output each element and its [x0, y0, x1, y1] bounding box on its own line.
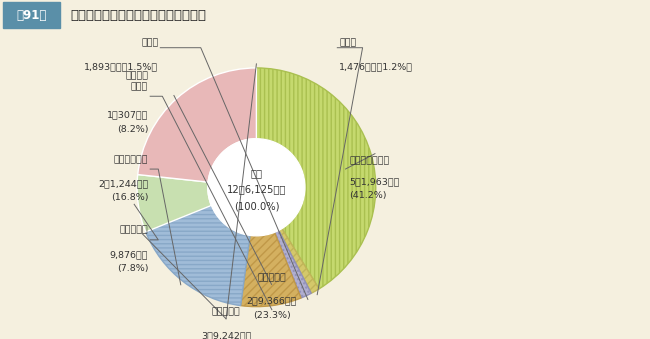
- Text: 繰入金: 繰入金: [141, 39, 159, 48]
- Text: 市町村支出金: 市町村支出金: [114, 155, 148, 164]
- Wedge shape: [256, 68, 376, 289]
- Text: 12兆6,125億円: 12兆6,125億円: [227, 184, 286, 194]
- Text: 都道府県
支出金: 都道府県 支出金: [125, 71, 148, 91]
- Text: 歳入: 歳入: [250, 168, 263, 178]
- Text: 2兆1,244億円: 2兆1,244億円: [98, 179, 148, 188]
- Text: (16.8%): (16.8%): [111, 193, 148, 202]
- Text: 国庫支出金: 国庫支出金: [212, 308, 240, 317]
- FancyBboxPatch shape: [3, 2, 60, 28]
- Text: (100.0%): (100.0%): [233, 201, 279, 212]
- Text: 後期高齢者医療事業の歳入決算の状況: 後期高齢者医療事業の歳入決算の状況: [70, 9, 206, 22]
- Wedge shape: [240, 232, 301, 307]
- Text: 1,476億円（1.2%）: 1,476億円（1.2%）: [339, 62, 413, 71]
- Wedge shape: [274, 231, 311, 298]
- Text: (8.2%): (8.2%): [116, 124, 148, 134]
- Text: 3兆9,242億円: 3兆9,242億円: [201, 331, 252, 339]
- Text: (41.2%): (41.2%): [350, 191, 387, 200]
- Text: 国庫負担金: 国庫負担金: [257, 273, 286, 282]
- Text: 1,893億円（1.5%）: 1,893億円（1.5%）: [84, 62, 159, 71]
- Text: 国庫補助金: 国庫補助金: [120, 226, 148, 235]
- Text: 9,876億円: 9,876億円: [110, 250, 148, 259]
- Circle shape: [208, 139, 305, 236]
- Text: 1兆307億円: 1兆307億円: [107, 111, 148, 119]
- Text: 第91図: 第91図: [17, 9, 47, 22]
- Text: 2兆9,366億円: 2兆9,366億円: [246, 297, 297, 305]
- Text: 支払基金交付金: 支払基金交付金: [350, 156, 390, 165]
- Text: (7.8%): (7.8%): [116, 264, 148, 273]
- Wedge shape: [138, 68, 256, 182]
- Text: (23.3%): (23.3%): [253, 311, 291, 320]
- Wedge shape: [146, 205, 250, 305]
- Wedge shape: [137, 175, 211, 232]
- Wedge shape: [279, 228, 319, 293]
- Text: その他: その他: [339, 39, 357, 48]
- Text: 5兆1,963億円: 5兆1,963億円: [350, 177, 400, 186]
